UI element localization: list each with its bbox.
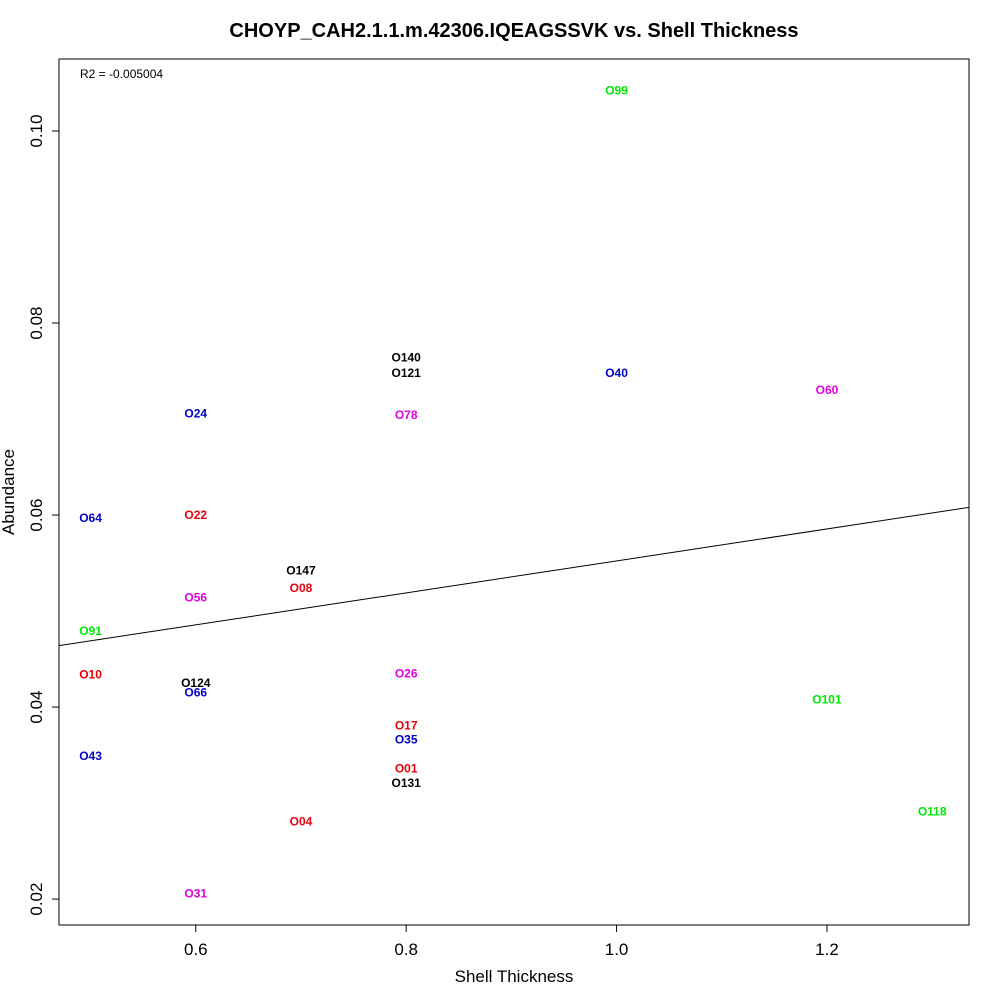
y-tick-label: 0.08 [27, 306, 46, 339]
y-tick-label: 0.06 [27, 498, 46, 531]
data-point-o43: O43 [79, 749, 102, 763]
data-point-o17: O17 [395, 718, 418, 732]
data-point-o40: O40 [605, 366, 628, 380]
r2-annotation: R2 = -0.005004 [80, 67, 163, 81]
data-point-o121: O121 [391, 366, 421, 380]
data-point-o10: O10 [79, 667, 102, 681]
data-point-o60: O60 [816, 383, 839, 397]
regression-line [58, 506, 970, 647]
data-point-o101: O101 [812, 692, 842, 706]
data-point-o78: O78 [395, 408, 418, 422]
x-axis: 0.6 0.8 1.0 1.2 [184, 925, 839, 959]
y-axis-label: Abundance [0, 449, 18, 535]
x-tick-label: 0.8 [394, 940, 418, 959]
data-point-o26: O26 [395, 666, 418, 680]
plot-frame [58, 58, 970, 926]
data-point-o56: O56 [184, 591, 207, 605]
y-axis: 0.02 0.04 0.06 0.08 0.10 [27, 114, 59, 916]
data-point-o04: O04 [290, 814, 313, 828]
y-tick-label: 0.04 [27, 691, 46, 724]
x-axis-label: Shell Thickness [455, 967, 574, 986]
data-point-o131: O131 [391, 776, 421, 790]
x-tick-label: 0.6 [184, 940, 208, 959]
data-point-o124: O124 [181, 676, 211, 690]
data-point-o99: O99 [605, 84, 628, 98]
data-point-o24: O24 [184, 406, 207, 420]
x-tick-label: 1.2 [815, 940, 839, 959]
data-point-o22: O22 [184, 508, 207, 522]
x-tick-label: 1.0 [605, 940, 629, 959]
data-point-o118: O118 [918, 805, 947, 819]
data-point-o64: O64 [79, 511, 102, 525]
data-point-o91: O91 [79, 624, 102, 638]
data-point-o01: O01 [395, 762, 418, 776]
data-point-o140: O140 [391, 351, 421, 365]
data-point-o08: O08 [290, 581, 313, 595]
data-point-o66: O66 [184, 686, 207, 700]
y-tick-label: 0.10 [27, 114, 46, 147]
chart-title: CHOYP_CAH2.1.1.m.42306.IQEAGSSVK vs. She… [229, 20, 798, 42]
data-point-o147: O147 [286, 564, 316, 578]
data-point-o35: O35 [395, 733, 418, 747]
data-point-o31: O31 [184, 886, 207, 900]
y-tick-label: 0.02 [27, 883, 46, 916]
